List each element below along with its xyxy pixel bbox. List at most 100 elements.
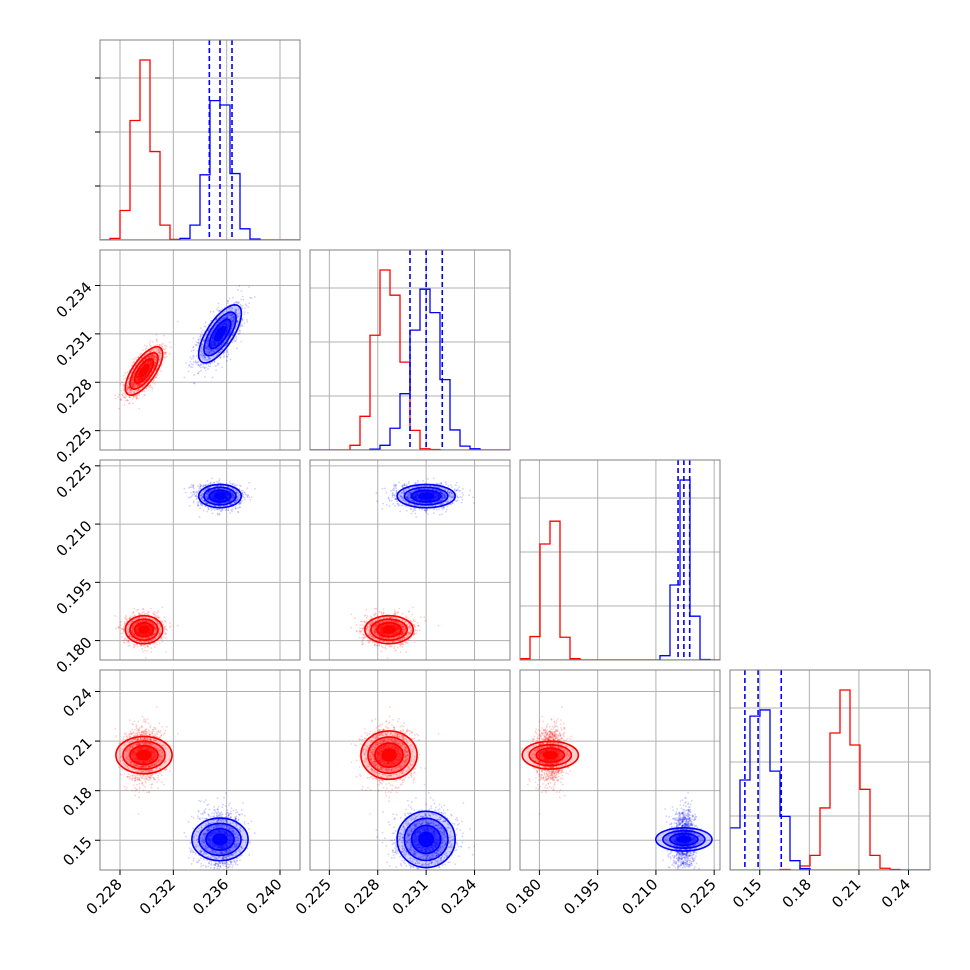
scatter-point — [200, 348, 203, 350]
scatter-point — [208, 350, 211, 352]
scatter-point — [137, 384, 140, 387]
scatter-point — [144, 348, 147, 351]
scatter-point — [212, 328, 215, 330]
scatter-point — [201, 345, 204, 348]
scatter-point — [154, 637, 157, 640]
scatter-point — [208, 351, 211, 354]
scatter-point — [144, 353, 147, 356]
scatter-point — [145, 387, 148, 390]
scatter-point — [228, 332, 231, 335]
scatter-point — [232, 319, 235, 322]
scatter-point — [153, 355, 155, 358]
scatter-point — [184, 362, 187, 365]
scatter-point — [225, 355, 228, 358]
scatter-point — [164, 620, 167, 623]
scatter-point — [219, 346, 222, 349]
scatter-point — [147, 613, 149, 616]
scatter-point — [121, 632, 124, 635]
scatter-point — [148, 344, 151, 346]
scatter-point — [159, 350, 162, 353]
scatter-point — [240, 290, 243, 292]
scatter-point — [157, 622, 159, 625]
scatter-point — [191, 494, 194, 496]
scatter-point — [232, 320, 235, 323]
scatter-point — [213, 360, 216, 363]
scatter-point — [153, 361, 156, 364]
scatter-point — [200, 346, 203, 349]
scatter-point — [198, 370, 201, 373]
scatter-point — [205, 363, 208, 366]
scatter-point — [232, 314, 235, 317]
scatter-point — [147, 636, 150, 639]
scatter-point — [197, 363, 200, 366]
scatter-point — [163, 628, 166, 631]
scatter-point — [144, 620, 147, 623]
scatter-point — [145, 637, 147, 639]
scatter-point — [142, 359, 145, 362]
scatter-point — [150, 354, 152, 357]
scatter-point — [226, 351, 229, 354]
scatter-point — [133, 360, 136, 363]
scatter-point — [129, 388, 132, 391]
scatter-point — [132, 385, 135, 387]
scatter-point — [206, 350, 209, 353]
scatter-point — [232, 320, 235, 323]
scatter-point — [200, 331, 203, 334]
scatter-point — [153, 356, 156, 358]
scatter-point — [246, 311, 249, 314]
scatter-point — [136, 621, 139, 624]
scatter-point — [169, 625, 172, 628]
scatter-point — [241, 304, 244, 307]
scatter-point — [232, 318, 234, 321]
scatter-point — [160, 636, 163, 639]
scatter-point — [197, 338, 200, 341]
scatter-point — [154, 362, 157, 365]
scatter-point — [228, 307, 231, 310]
scatter-point — [205, 342, 208, 345]
scatter-point — [134, 384, 137, 387]
scatter-point — [132, 381, 135, 384]
scatter-point — [152, 353, 155, 356]
scatter-point — [200, 369, 202, 372]
panel-content — [100, 40, 300, 240]
scatter-point — [201, 366, 204, 368]
scatter-point — [219, 319, 222, 322]
scatter-point — [132, 628, 135, 631]
scatter-point — [246, 487, 249, 490]
scatter-point — [132, 378, 135, 381]
scatter-point — [194, 343, 197, 346]
scatter-point — [238, 315, 241, 318]
scatter-point — [121, 393, 124, 396]
scatter-point — [144, 358, 146, 361]
scatter-point — [215, 308, 218, 311]
scatter-point — [193, 355, 195, 358]
scatter-point — [135, 617, 138, 620]
scatter-point — [128, 391, 131, 394]
scatter-point — [126, 389, 128, 391]
scatter-point — [207, 345, 210, 348]
scatter-point — [153, 350, 156, 353]
scatter-point — [226, 350, 229, 352]
scatter-point — [118, 393, 120, 396]
scatter-point — [233, 316, 236, 319]
scatter-point — [150, 355, 153, 358]
scatter-point — [139, 383, 142, 386]
scatter-point — [132, 396, 135, 399]
scatter-point — [159, 344, 161, 346]
scatter-point — [219, 356, 222, 359]
scatter-point — [127, 380, 130, 383]
scatter-point — [125, 395, 128, 398]
scatter-point — [136, 389, 139, 392]
scatter-point — [147, 355, 150, 358]
scatter-point — [229, 309, 232, 312]
scatter-point — [233, 305, 236, 308]
scatter-point — [151, 341, 154, 343]
scatter-point — [158, 351, 161, 354]
scatter-point — [152, 633, 154, 636]
scatter-point — [126, 625, 129, 628]
scatter-point — [122, 625, 125, 628]
scatter-point — [215, 318, 218, 321]
y-tick-label: 0.228 — [53, 375, 96, 418]
scatter-point — [128, 396, 131, 399]
scatter-point — [134, 634, 137, 637]
